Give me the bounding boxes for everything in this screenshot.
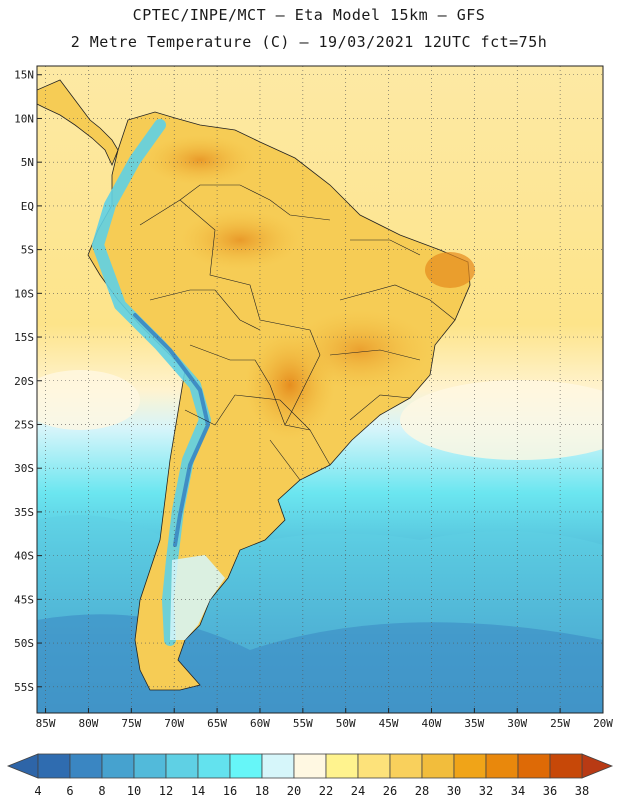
lon-tick-label: 75W — [121, 717, 141, 730]
colorbar-swatch — [357, 753, 391, 779]
colorbar-label: 36 — [543, 784, 557, 798]
colorbar-swatch — [293, 753, 327, 779]
lat-tick-label: 15N — [14, 69, 34, 82]
colorbar-label: 16 — [223, 784, 237, 798]
colorbar-label: 24 — [351, 784, 365, 798]
lon-tick-label: 85W — [36, 717, 56, 730]
colorbar-label: 12 — [159, 784, 173, 798]
hot-spot-northeast — [425, 252, 475, 288]
central-america-land — [37, 79, 119, 167]
lat-tick-label: EQ — [21, 200, 34, 213]
colorbar-swatch — [101, 753, 135, 779]
colorbar-swatch — [421, 753, 455, 779]
lat-tick-label: 10N — [14, 112, 34, 125]
colorbar-swatch — [197, 753, 231, 779]
lat-tick-label: 25S — [14, 418, 34, 431]
colorbar-label: 20 — [287, 784, 301, 798]
colorbar-swatch — [261, 753, 295, 779]
patagonia-cool-band — [170, 555, 225, 640]
colorbar-label: 6 — [66, 784, 73, 798]
lat-tick-label: 55S — [14, 681, 34, 694]
colorbar-swatch — [133, 753, 167, 779]
lon-tick-label: 50W — [336, 717, 356, 730]
colorbar-label: 30 — [447, 784, 461, 798]
lat-tick-label: 5N — [21, 156, 34, 169]
colorbar-swatch — [485, 753, 519, 779]
colorbar-label: 26 — [383, 784, 397, 798]
lat-tick-label: 5S — [21, 244, 34, 257]
colorbar-swatch — [37, 753, 71, 779]
colorbar-swatch — [389, 753, 423, 779]
lat-tick-label: 10S — [14, 287, 34, 300]
colorbar-label: 22 — [319, 784, 333, 798]
map-field — [37, 66, 603, 713]
hot-spot-amazon — [180, 210, 300, 270]
lat-tick-label: 20S — [14, 375, 34, 388]
longitude-labels: 85W 80W 75W 70W 65W 60W 55W 50W 45W 40W 35W 30W 25W 2… — [36, 717, 614, 730]
colorbar-swatch — [549, 753, 583, 779]
lon-tick-label: 25W — [550, 717, 570, 730]
colorbar-swatch — [325, 753, 359, 779]
lat-tick-label: 45S — [14, 593, 34, 606]
colorbar-label: 28 — [415, 784, 429, 798]
lon-tick-label: 20W — [593, 717, 613, 730]
lon-tick-label: 40W — [422, 717, 442, 730]
colorbar-label: 8 — [98, 784, 105, 798]
hot-spot-brazil — [290, 310, 430, 390]
colorbar-label: 32 — [479, 784, 493, 798]
lat-tick-label: 40S — [14, 550, 34, 563]
ocean-pale-band — [400, 380, 603, 460]
lon-tick-label: 45W — [379, 717, 399, 730]
colorbar-swatch — [165, 753, 199, 779]
lon-tick-label: 30W — [507, 717, 527, 730]
colorbar-label: 4 — [34, 784, 41, 798]
colorbar-swatch — [69, 753, 103, 779]
colorbar-swatch — [453, 753, 487, 779]
lon-tick-label: 70W — [164, 717, 184, 730]
colorbar-swatch — [517, 753, 551, 779]
colorbar-swatch — [229, 753, 263, 779]
colorbar-label: 14 — [191, 784, 205, 798]
lon-tick-label: 35W — [464, 717, 484, 730]
colorbar-label: 38 — [575, 784, 589, 798]
hot-spot-venezuela — [145, 135, 255, 185]
chart-title-line-2: 2 Metre Temperature (C) – 19/03/2021 12U… — [70, 33, 548, 51]
lat-tick-label: 30S — [14, 462, 34, 475]
colorbar-label: 18 — [255, 784, 269, 798]
plot-frame — [36, 65, 604, 714]
colorbar-under-triangle — [6, 753, 39, 779]
colorbar-over-triangle — [581, 753, 614, 779]
chart-title-line-1: CPTEC/INPE/MCT – Eta Model 15km – GFS — [132, 6, 486, 24]
lat-tick-label: 50S — [14, 637, 34, 650]
colorbar-label: 10 — [127, 784, 141, 798]
country-borders — [139, 184, 456, 481]
ocean-pale-band-west — [37, 370, 140, 430]
colorbar-label: 34 — [511, 784, 525, 798]
lon-tick-label: 55W — [293, 717, 313, 730]
lat-tick-label: 15S — [14, 331, 34, 344]
lon-tick-label: 80W — [79, 717, 99, 730]
lon-tick-label: 65W — [207, 717, 227, 730]
latitude-labels: 15N 10N 5N EQ 5S 10S 15S 20S 25S 30S 35S 40S 45S 50S 5… — [14, 69, 34, 694]
colorbar: 4 6 8 10 12 14 16 18 20 22 24 26 28 30 32 34 36 38 — [6, 753, 614, 798]
lon-tick-label: 60W — [250, 717, 270, 730]
lat-tick-label: 35S — [14, 506, 34, 519]
andes-coldest-core — [133, 313, 210, 547]
